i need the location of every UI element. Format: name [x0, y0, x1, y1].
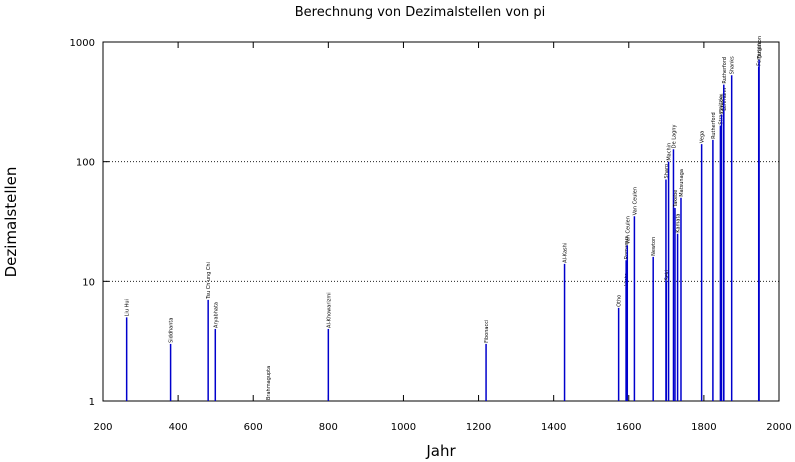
point-label: Strassnitzky [718, 94, 724, 124]
point-label: Aryabhata [213, 302, 219, 328]
point-label: Newton [651, 237, 657, 256]
point-label: Ferguson [757, 43, 763, 66]
point-label: Brahmagupta [266, 366, 272, 400]
point-label: Fibonacci [484, 320, 490, 343]
y-axis-label: Dezimalstellen [2, 167, 20, 278]
point-label: Al-Khowarizmi [326, 292, 332, 328]
point-label: Tsu Ch'ung Chi [206, 262, 212, 300]
point-label: Clausen [720, 93, 726, 113]
y-tick-label: 10 [82, 277, 95, 288]
point-label: Rutherford [711, 112, 717, 139]
point-label: Machin [667, 143, 673, 161]
plot-frame [102, 41, 780, 402]
point-label: Vega [700, 131, 706, 143]
x-tick-label: 1800 [691, 422, 716, 433]
point-label: Takebe [673, 190, 679, 208]
x-tick-label: 200 [93, 422, 112, 433]
x-tick-label: 1000 [391, 422, 416, 433]
point-label: Matsunaga [679, 169, 685, 197]
point-label: Van Ceulen [632, 187, 638, 215]
x-tick-label: 1400 [541, 422, 566, 433]
point-label: Otho [617, 295, 623, 307]
point-label: Kamata [676, 213, 682, 232]
point-label: Sharp [664, 164, 670, 179]
point-label: Al-Kashi [563, 243, 569, 263]
y-tick-label: 1000 [70, 38, 95, 49]
x-tick-label: 2000 [766, 422, 791, 433]
point-label: Siddhanta [169, 318, 175, 343]
chart-title: Berechnung von Dezimalstellen von pi [295, 5, 546, 20]
point-label: Seki [664, 270, 670, 281]
y-tick-label: 1 [89, 397, 95, 408]
point-label: Shanks [730, 56, 736, 74]
x-tick-label: 600 [244, 422, 263, 433]
point-label: Van Ceulen [625, 216, 631, 244]
point-label: De Lagny [671, 125, 677, 149]
point-label: Rutherford [722, 57, 728, 84]
x-tick-label: 1600 [616, 422, 641, 433]
x-tick-label: 400 [169, 422, 188, 433]
point-label: Lehmann [722, 88, 728, 111]
point-label: Liu Hui [125, 299, 131, 316]
x-tick-label: 800 [319, 422, 338, 433]
x-axis-label: Jahr [425, 442, 456, 460]
x-tick-label: 1200 [466, 422, 491, 433]
point-label: Ferguson [757, 36, 763, 59]
y-tick-label: 100 [76, 158, 95, 169]
